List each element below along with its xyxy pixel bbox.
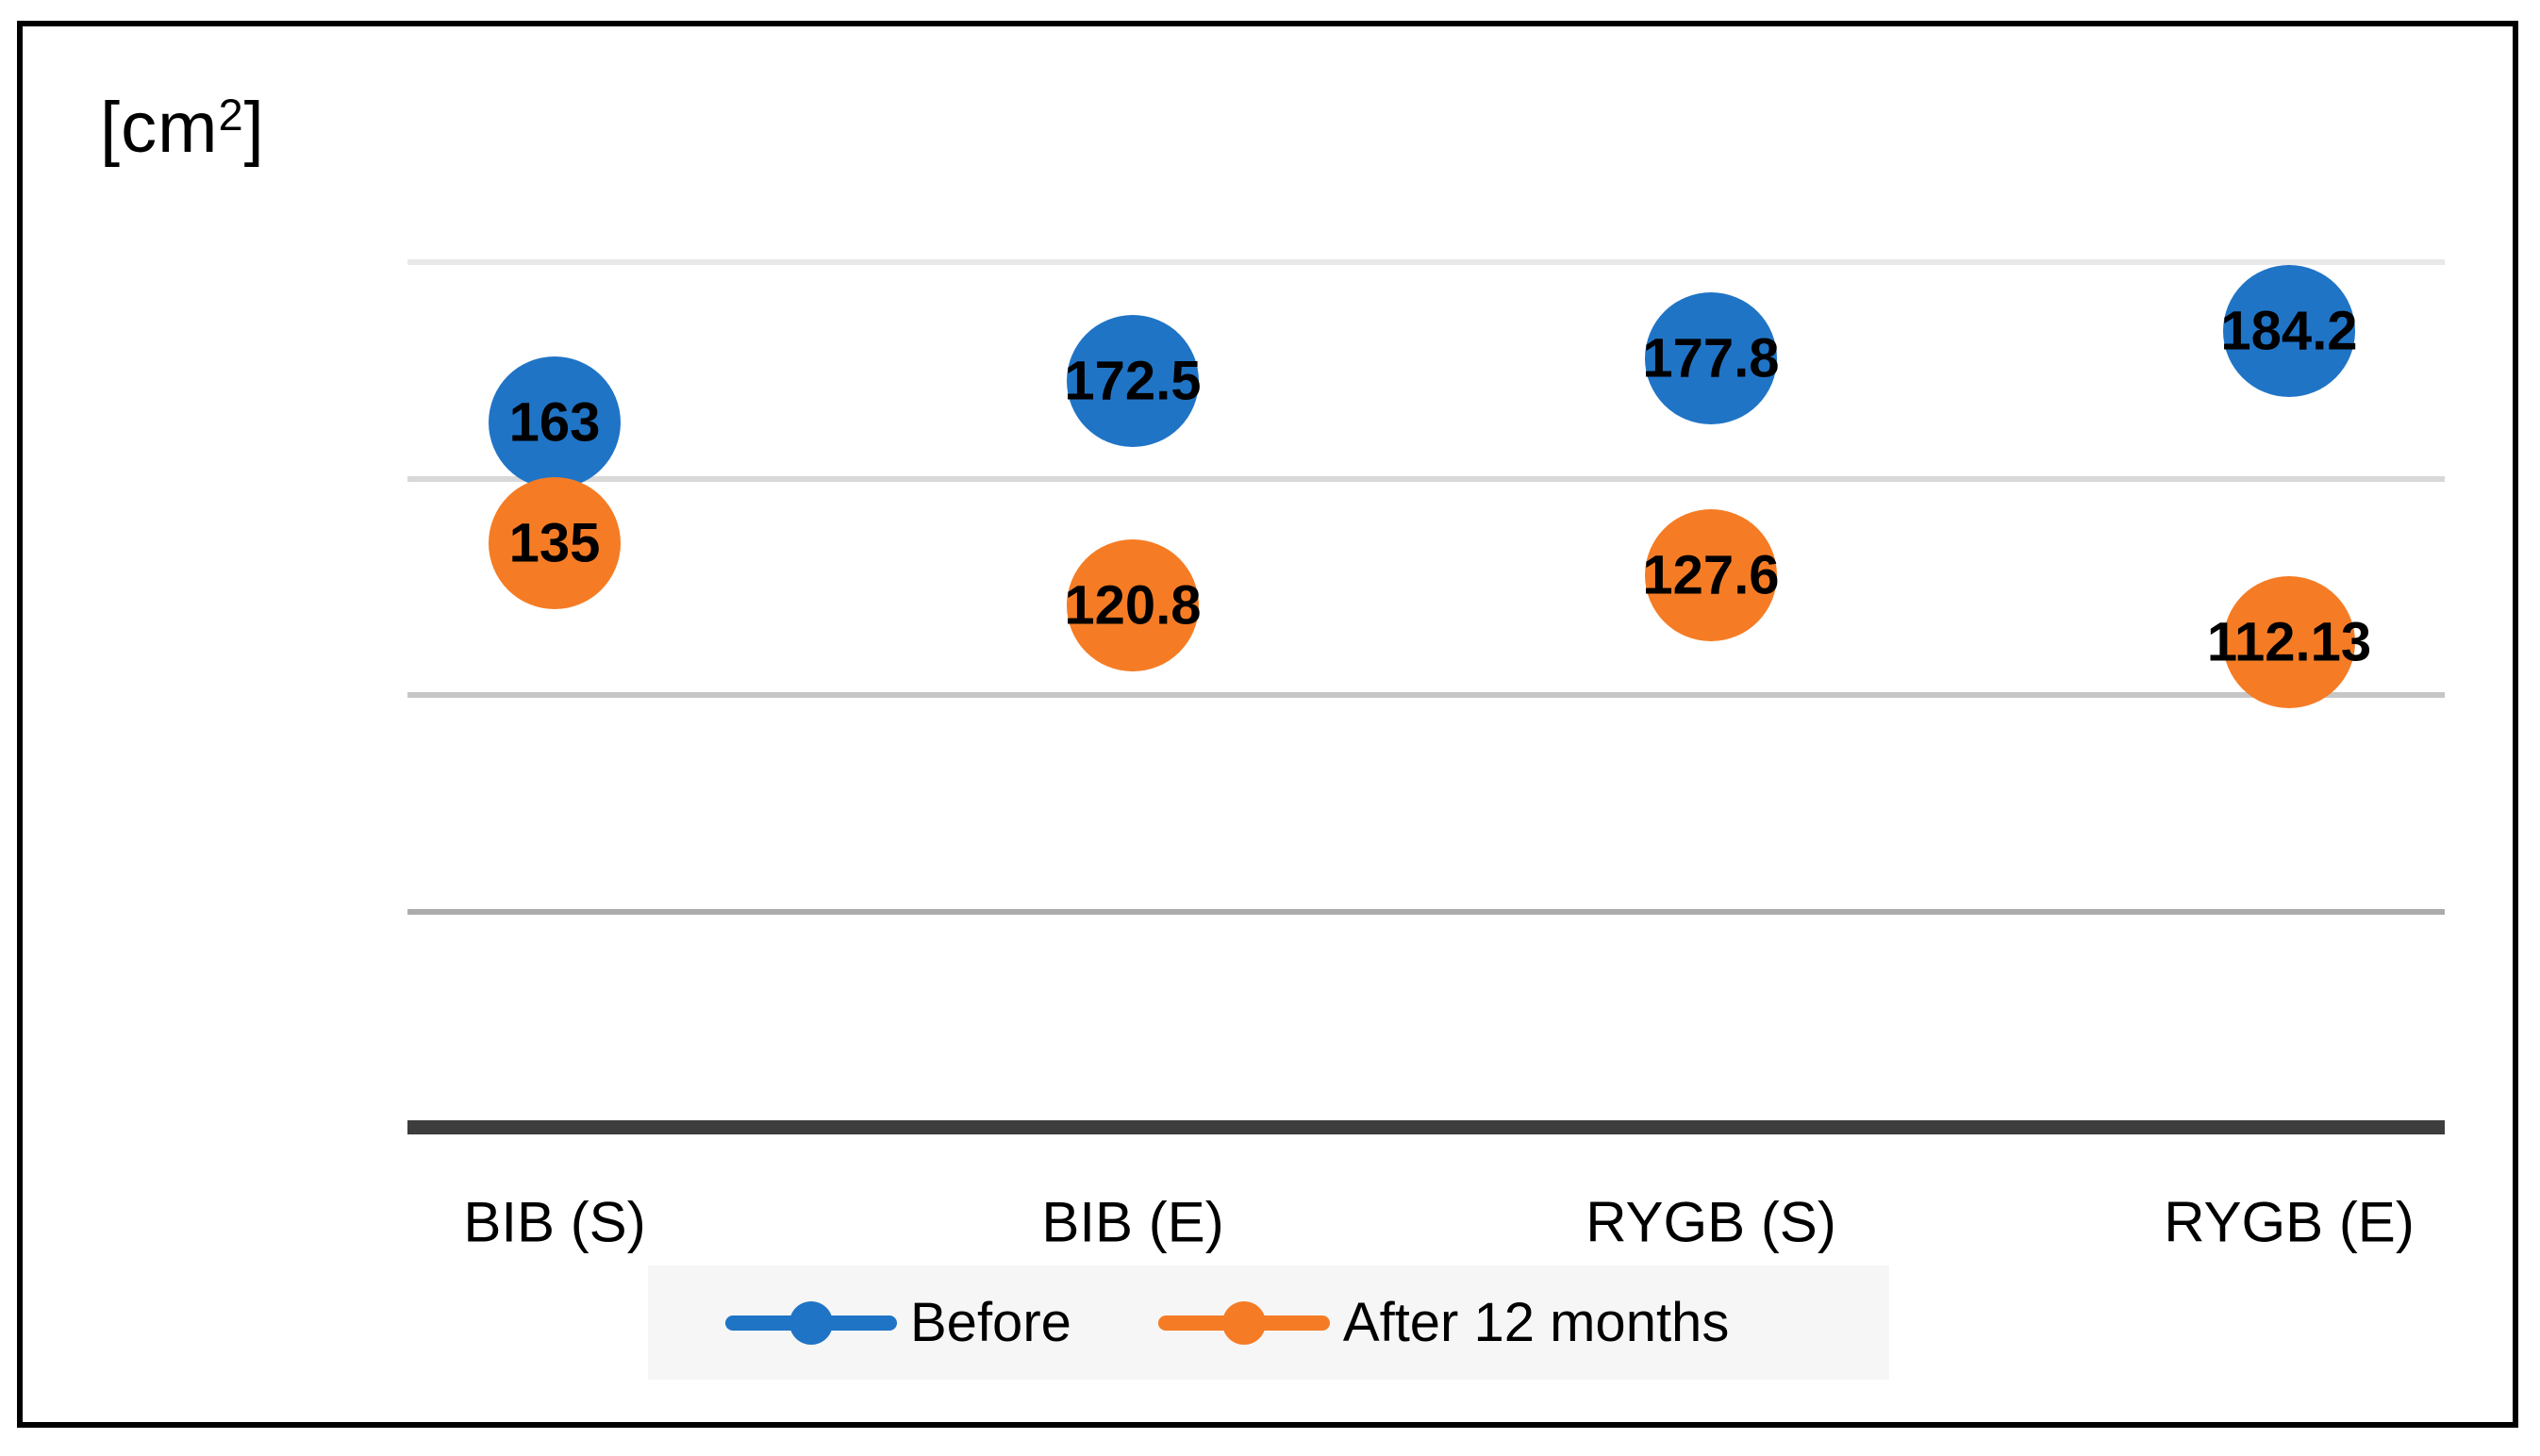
data-point-after-12-months-rygb-e bbox=[2223, 576, 2355, 709]
data-label-after-12-months-bib-e: 120.8 bbox=[1064, 574, 1202, 637]
x-axis-line bbox=[407, 1120, 2445, 1134]
data-label-before-bib-s: 163 bbox=[508, 391, 601, 454]
legend-label-before: Before bbox=[910, 1292, 1071, 1353]
legend-label-after-12-months: After 12 months bbox=[1342, 1292, 1730, 1353]
x-axis-label-rygb-s: RYGB (S) bbox=[1585, 1190, 1836, 1254]
data-label-before-bib-e: 172.5 bbox=[1064, 350, 1202, 412]
figure-border bbox=[17, 21, 2518, 1428]
data-label-after-12-months-bib-s: 135 bbox=[508, 512, 601, 574]
data-label-before-rygb-e: 184.2 bbox=[2220, 300, 2358, 362]
data-point-before-bib-e bbox=[1067, 315, 1199, 448]
gridline-100 bbox=[407, 692, 2445, 698]
unit-label-superscript: 2 bbox=[218, 90, 244, 141]
legend-dot-icon-before bbox=[789, 1300, 833, 1345]
legend-marker-icon-before bbox=[725, 1300, 897, 1345]
data-label-after-12-months-rygb-s: 127.6 bbox=[1642, 544, 1780, 606]
legend-item-before: Before bbox=[725, 1291, 1071, 1354]
x-axis-label-bib-s: BIB (S) bbox=[463, 1190, 646, 1254]
data-point-before-rygb-s bbox=[1645, 291, 1777, 424]
legend-item-after-12-months: After 12 months bbox=[1157, 1291, 1730, 1354]
gridline-150 bbox=[407, 475, 2445, 482]
data-label-after-12-months-rygb-e: 112.13 bbox=[2206, 611, 2372, 673]
gridline-50 bbox=[407, 908, 2445, 915]
unit-label-prefix: [cm bbox=[100, 88, 219, 168]
data-point-before-bib-s bbox=[489, 356, 621, 488]
unit-label-suffix: ] bbox=[243, 88, 265, 168]
data-label-before-rygb-s: 177.8 bbox=[1642, 327, 1780, 389]
legend: Before After 12 months bbox=[648, 1266, 1889, 1380]
gridline-200 bbox=[407, 259, 2445, 265]
data-point-after-12-months-bib-s bbox=[489, 477, 621, 610]
legend-marker-icon-after-12-months bbox=[1157, 1300, 1330, 1345]
data-point-after-12-months-rygb-s bbox=[1645, 509, 1777, 642]
legend-dot-icon-after-12-months bbox=[1221, 1300, 1266, 1345]
data-point-after-12-months-bib-e bbox=[1067, 538, 1199, 671]
y-axis-unit-label: [cm2] bbox=[100, 87, 265, 169]
data-point-before-rygb-e bbox=[2223, 264, 2355, 397]
x-axis-label-rygb-e: RYGB (E) bbox=[2164, 1190, 2415, 1254]
x-axis-label-bib-e: BIB (E) bbox=[1041, 1190, 1224, 1254]
